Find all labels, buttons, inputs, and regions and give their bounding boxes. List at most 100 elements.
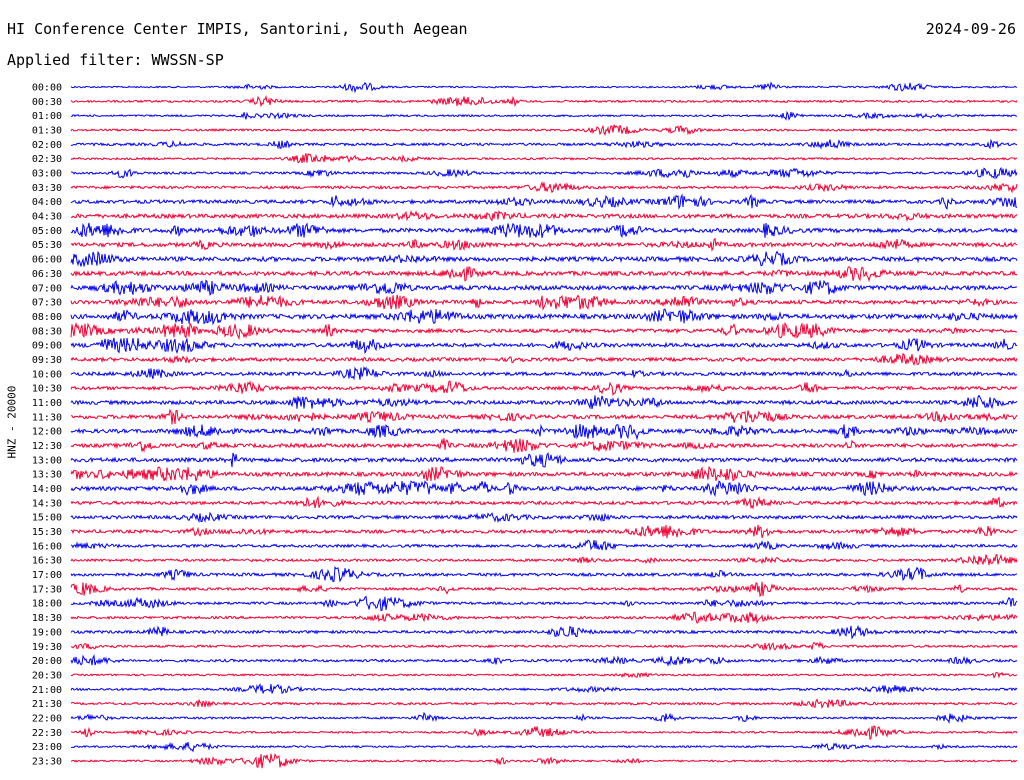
time-label: 07:00	[32, 283, 62, 294]
time-label: 00:00	[32, 83, 62, 94]
trace-line	[70, 423, 1018, 441]
time-label: 04:00	[32, 197, 62, 208]
trace-line	[70, 524, 1018, 539]
trace-line	[70, 480, 1018, 498]
time-label: 08:00	[32, 312, 62, 323]
time-label: 23:00	[32, 742, 62, 753]
time-label: 11:30	[32, 412, 62, 423]
time-label: 17:00	[32, 570, 62, 581]
trace-line	[70, 294, 1018, 311]
time-label: 13:00	[32, 455, 62, 466]
time-label: 01:30	[32, 126, 62, 137]
filter-label: Applied filter: WWSSN-SP	[7, 51, 224, 69]
time-label: 19:00	[32, 627, 62, 638]
trace-line	[70, 237, 1018, 252]
trace-line	[70, 753, 1018, 769]
trace-line	[70, 565, 1018, 583]
time-label: 14:30	[32, 498, 62, 509]
time-label: 18:30	[32, 613, 62, 624]
time-label: 09:00	[32, 341, 62, 352]
time-label: 22:30	[32, 728, 62, 739]
time-label: 01:00	[32, 111, 62, 122]
trace-line	[70, 671, 1018, 679]
time-label: 19:30	[32, 642, 62, 653]
station-title: HI Conference Center IMPIS, Santorini, S…	[7, 20, 468, 38]
trace-line	[70, 624, 1018, 640]
trace-line	[70, 279, 1018, 297]
time-label: 15:30	[32, 527, 62, 538]
trace-line	[70, 181, 1018, 194]
time-label: 16:00	[32, 541, 62, 552]
time-label: 02:30	[32, 154, 62, 165]
time-label: 11:00	[32, 398, 62, 409]
trace-line	[70, 581, 1018, 598]
time-label: 09:30	[32, 355, 62, 366]
trace-line	[70, 166, 1018, 180]
trace-line	[70, 110, 1018, 121]
trace-line	[70, 511, 1018, 524]
time-label: 12:00	[32, 427, 62, 438]
trace-line	[70, 611, 1018, 625]
time-label: 20:00	[32, 656, 62, 667]
time-label: 02:00	[32, 140, 62, 151]
trace-line	[70, 654, 1018, 667]
time-label: 23:30	[32, 756, 62, 767]
time-label: 20:30	[32, 670, 62, 681]
trace-line	[70, 321, 1018, 340]
time-label: 07:30	[32, 298, 62, 309]
trace-line	[70, 452, 1018, 468]
time-label: 22:00	[32, 713, 62, 724]
trace-line	[70, 683, 1018, 695]
trace-line	[70, 394, 1018, 410]
time-label: 17:30	[32, 584, 62, 595]
time-label: 06:30	[32, 269, 62, 280]
trace-line	[70, 365, 1018, 381]
time-label: 10:00	[32, 369, 62, 380]
time-label: 16:30	[32, 556, 62, 567]
trace-line	[70, 94, 1018, 108]
trace-line	[70, 153, 1017, 164]
trace-line	[70, 741, 1018, 753]
trace-line	[70, 353, 1018, 367]
trace-line	[70, 266, 1018, 283]
trace-line	[71, 408, 1018, 425]
trace-line	[70, 193, 1018, 211]
trace-line	[70, 337, 1018, 355]
trace-line	[70, 138, 1018, 150]
trace-line	[70, 553, 1018, 566]
time-label: 08:30	[32, 326, 62, 337]
time-label: 10:30	[32, 384, 62, 395]
time-label: 03:00	[32, 169, 62, 180]
time-label: 13:30	[32, 470, 62, 481]
time-label: 05:30	[32, 240, 62, 251]
date-label: 2024-09-26	[925, 20, 1016, 38]
trace-line	[70, 209, 1018, 222]
trace-line	[70, 466, 1018, 482]
trace-line	[70, 250, 1018, 267]
trace-line	[70, 81, 1018, 94]
trace-line	[70, 698, 1017, 710]
time-label: 03:30	[32, 183, 62, 194]
time-label: 06:00	[32, 255, 62, 266]
trace-line	[70, 595, 1018, 611]
trace-line	[70, 437, 1018, 453]
trace-line	[70, 308, 1018, 326]
trace-line	[70, 124, 1018, 137]
time-label: 21:30	[32, 699, 62, 710]
trace-line	[70, 380, 1018, 397]
time-label: 18:00	[32, 599, 62, 610]
trace-line	[70, 641, 1018, 652]
trace-line	[70, 495, 1018, 510]
time-label: 00:30	[32, 97, 62, 108]
trace-line	[70, 222, 1018, 238]
time-label: 15:00	[32, 513, 62, 524]
time-label: 12:30	[32, 441, 62, 452]
trace-line	[70, 711, 1018, 725]
trace-line	[70, 539, 1018, 551]
time-label: 14:00	[32, 484, 62, 495]
time-label: 05:00	[32, 226, 62, 237]
time-label: 21:00	[32, 685, 62, 696]
time-label: 04:30	[32, 212, 62, 223]
trace-line	[70, 725, 1018, 741]
